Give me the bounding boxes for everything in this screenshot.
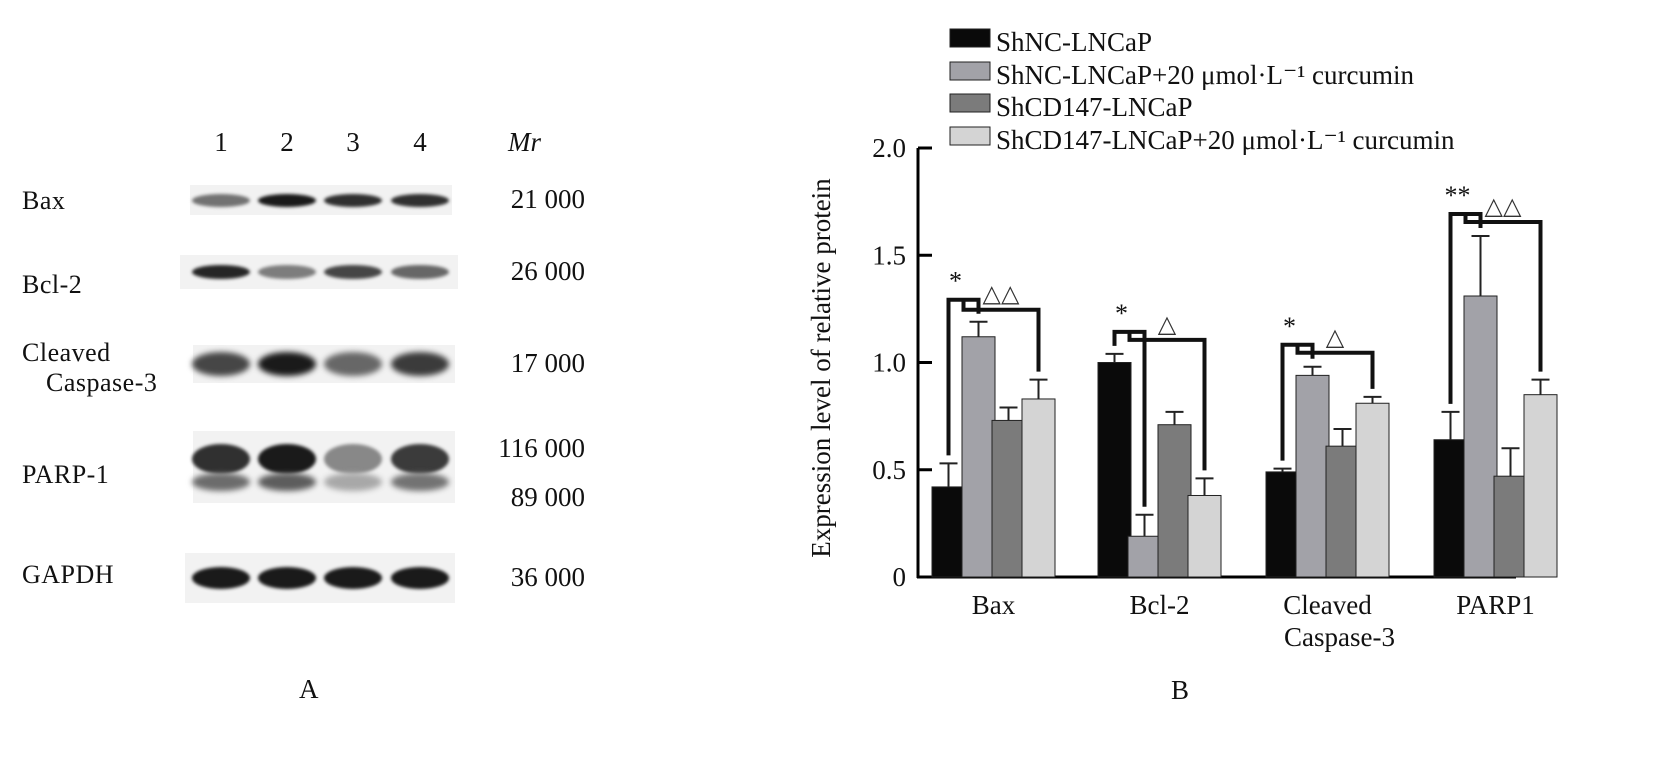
legend-swatch bbox=[949, 28, 991, 48]
protein-label: Bax bbox=[22, 186, 66, 215]
y-tick-label: 0.5 bbox=[872, 455, 906, 485]
blot-strip bbox=[190, 185, 452, 215]
legend-label: ShNC-LNCaP+20 μmol·L⁻¹ curcumin bbox=[996, 60, 1415, 90]
panel-label: B bbox=[1171, 675, 1189, 705]
protein-label: Caspase-3 bbox=[46, 368, 158, 397]
legend-swatch bbox=[949, 126, 991, 146]
x-category-label: Bcl-2 bbox=[1130, 590, 1190, 620]
bar bbox=[1127, 535, 1162, 578]
bar bbox=[1097, 362, 1132, 578]
blot-strip bbox=[192, 431, 455, 503]
bar bbox=[1265, 471, 1300, 578]
y-axis-title: Expression level of relative protein bbox=[806, 178, 836, 558]
y-tick-label: 2.0 bbox=[872, 133, 906, 163]
molecular-weight-label: 26 000 bbox=[510, 256, 585, 286]
bar bbox=[1187, 494, 1222, 578]
significance-bracket bbox=[1463, 213, 1543, 372]
protein-label: GAPDH bbox=[22, 560, 115, 589]
legend-swatch bbox=[949, 61, 991, 81]
protein-band bbox=[192, 567, 250, 589]
x-category-label: Bax bbox=[972, 590, 1016, 620]
significance-bracket bbox=[1127, 331, 1207, 471]
y-tick-label: 0 bbox=[893, 562, 907, 592]
bar bbox=[1157, 424, 1192, 578]
blot-strip bbox=[180, 255, 458, 289]
protein-band bbox=[324, 265, 382, 279]
protein-band bbox=[192, 473, 250, 491]
protein-band bbox=[391, 567, 449, 589]
lane-label: 4 bbox=[413, 127, 427, 157]
bar bbox=[1523, 394, 1558, 578]
x-category-label: PARP1 bbox=[1456, 590, 1535, 620]
bar bbox=[1295, 374, 1330, 578]
bar bbox=[1021, 398, 1056, 578]
molecular-weight-label: 21 000 bbox=[510, 184, 585, 214]
protein-band bbox=[324, 352, 382, 376]
protein-band bbox=[391, 444, 449, 474]
protein-label: Bcl-2 bbox=[22, 270, 83, 299]
protein-band bbox=[258, 193, 316, 207]
legend-label: ShNC-LNCaP bbox=[996, 27, 1152, 57]
protein-band bbox=[258, 265, 316, 279]
panel-label: A bbox=[299, 674, 319, 704]
protein-label: Cleaved bbox=[22, 338, 111, 367]
protein-band bbox=[324, 567, 382, 589]
lane-label: 1 bbox=[214, 127, 228, 157]
protein-band bbox=[391, 352, 449, 376]
bar bbox=[1355, 402, 1390, 578]
molecular-weight-label: 89 000 bbox=[510, 482, 585, 512]
protein-band bbox=[324, 473, 382, 491]
significance-marker: △ bbox=[1158, 312, 1177, 338]
blot-strip bbox=[192, 345, 455, 383]
molecular-weight-label: 36 000 bbox=[510, 562, 585, 592]
legend-swatch bbox=[949, 93, 991, 113]
molecular-weight-label: 17 000 bbox=[510, 348, 585, 378]
y-tick-label: 1.0 bbox=[872, 348, 906, 378]
significance-bracket bbox=[1295, 344, 1375, 389]
bar bbox=[931, 486, 966, 578]
bar bbox=[991, 419, 1026, 578]
y-tick-label: 1.5 bbox=[872, 240, 906, 270]
protein-band bbox=[258, 352, 316, 376]
bar bbox=[1325, 445, 1360, 578]
significance-marker: * bbox=[1115, 299, 1128, 328]
protein-band bbox=[391, 193, 449, 207]
bar bbox=[1493, 475, 1528, 578]
molecular-weight-label: 116 000 bbox=[498, 433, 585, 463]
blot-strip bbox=[185, 553, 455, 603]
protein-band bbox=[192, 265, 250, 279]
x-category-label: Cleaved bbox=[1283, 590, 1372, 620]
bar bbox=[961, 336, 996, 578]
protein-band bbox=[258, 567, 316, 589]
protein-band bbox=[192, 352, 250, 376]
significance-marker: △△ bbox=[1485, 194, 1522, 220]
protein-band bbox=[391, 265, 449, 279]
legend-label: ShCD147-LNCaP+20 μmol·L⁻¹ curcumin bbox=[996, 125, 1455, 155]
significance-bracket bbox=[961, 299, 1041, 372]
protein-label: PARP-1 bbox=[22, 460, 110, 489]
significance-marker: * bbox=[949, 267, 962, 296]
protein-band bbox=[192, 193, 250, 207]
protein-band bbox=[324, 193, 382, 207]
lane-label: 2 bbox=[280, 127, 294, 157]
significance-marker: * bbox=[1283, 312, 1296, 341]
protein-band bbox=[258, 444, 316, 474]
protein-band bbox=[258, 473, 316, 491]
significance-marker: △△ bbox=[983, 282, 1020, 308]
legend-label: ShCD147-LNCaP bbox=[996, 92, 1193, 122]
bar bbox=[1433, 439, 1468, 578]
significance-marker: △ bbox=[1326, 325, 1345, 351]
western-blot-panel: 1 2 3 4 Mr Bax 21 000 Bcl-2 26 000 Cleaved Caspase… bbox=[0, 0, 760, 762]
mr-column-header: Mr bbox=[508, 127, 541, 157]
x-category-label: Caspase-3 bbox=[1284, 622, 1395, 652]
lane-label: 3 bbox=[346, 127, 360, 157]
protein-band bbox=[391, 473, 449, 491]
protein-band bbox=[192, 444, 250, 474]
protein-band bbox=[324, 444, 382, 474]
significance-marker: ** bbox=[1445, 181, 1471, 210]
bar bbox=[1463, 295, 1498, 578]
